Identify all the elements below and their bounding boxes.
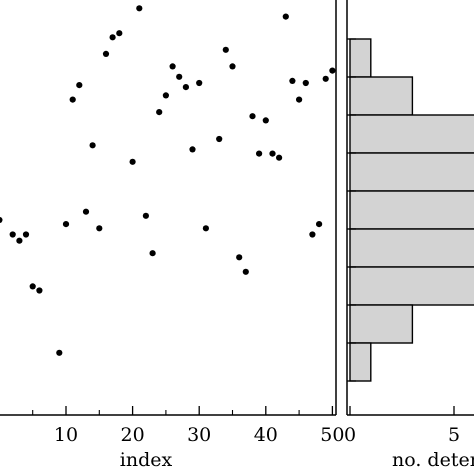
scatter-point xyxy=(36,287,43,294)
histogram-bar xyxy=(349,114,474,154)
scatter-point xyxy=(236,254,243,261)
scatter-point xyxy=(96,225,103,232)
histogram-x-tick-label: 5 xyxy=(448,424,460,446)
scatter-point xyxy=(22,231,30,238)
scatter-point xyxy=(109,34,116,41)
scatter-point xyxy=(302,79,309,87)
histogram-x-axis-label: no. deterr xyxy=(392,449,474,471)
scatter-point xyxy=(202,225,209,232)
scatter-point xyxy=(182,84,189,91)
scatter-point xyxy=(116,30,123,37)
scatter-point xyxy=(0,216,3,224)
scatter-point xyxy=(256,150,263,157)
histogram-bar xyxy=(349,38,372,78)
histogram-bar xyxy=(349,266,474,306)
histogram-bars xyxy=(349,38,474,382)
scatter-point xyxy=(62,221,70,228)
scatter-point xyxy=(296,96,303,103)
scatter-point xyxy=(176,73,183,80)
scatter-point xyxy=(156,109,163,116)
scatter-point xyxy=(76,82,83,89)
scatter-x-tick-label: 10 xyxy=(54,424,78,446)
histogram-x-tick-label: 0 xyxy=(344,424,356,446)
scatter-point xyxy=(82,208,90,215)
scatter-point xyxy=(56,349,63,356)
scatter-point xyxy=(282,13,289,20)
scatter-point xyxy=(129,158,136,165)
scatter-point xyxy=(316,221,323,228)
scatter-point xyxy=(102,50,110,58)
scatter-points xyxy=(0,5,336,356)
histogram-bar xyxy=(349,190,474,230)
scatter-x-tick-label: 30 xyxy=(187,424,211,446)
scatter-panel: 10 20 30 40 50 index xyxy=(0,0,344,471)
scatter-point xyxy=(169,63,176,70)
scatter-point xyxy=(196,79,203,87)
scatter-point xyxy=(216,135,223,143)
scatter-point xyxy=(289,77,296,84)
histogram-bar xyxy=(349,228,474,268)
scatter-point xyxy=(89,142,96,149)
histogram-bar xyxy=(349,152,474,192)
scatter-point xyxy=(69,96,76,103)
scatter-point xyxy=(142,212,149,219)
scatter-x-ticks: 10 20 30 40 50 xyxy=(32,406,344,446)
scatter-point xyxy=(189,146,196,153)
histogram-panel: 05 no. deterr xyxy=(344,0,474,471)
scatter-point xyxy=(309,231,316,238)
scatter-x-tick-label: 40 xyxy=(254,424,278,446)
scatter-point xyxy=(229,63,236,70)
scatter-point xyxy=(322,75,329,82)
scatter-point xyxy=(249,113,256,120)
scatter-point xyxy=(222,46,229,53)
scatter-point xyxy=(136,5,143,12)
scatter-point xyxy=(242,268,249,275)
scatter-point xyxy=(162,92,169,99)
histogram-bar xyxy=(349,342,372,382)
scatter-point xyxy=(9,231,16,238)
scatter-point xyxy=(149,250,156,257)
scatter-point xyxy=(262,117,269,124)
scatter-point xyxy=(276,154,283,161)
scatter-point xyxy=(16,237,23,244)
scatter-point xyxy=(329,67,336,74)
scatter-x-tick-label: 50 xyxy=(320,424,344,446)
histogram-bar xyxy=(349,304,414,344)
histogram-bar xyxy=(349,76,414,116)
scatter-x-axis-label: index xyxy=(120,449,173,471)
scatter-point xyxy=(269,150,276,157)
scatter-x-tick-label: 20 xyxy=(121,424,145,446)
scatter-point xyxy=(29,283,36,290)
